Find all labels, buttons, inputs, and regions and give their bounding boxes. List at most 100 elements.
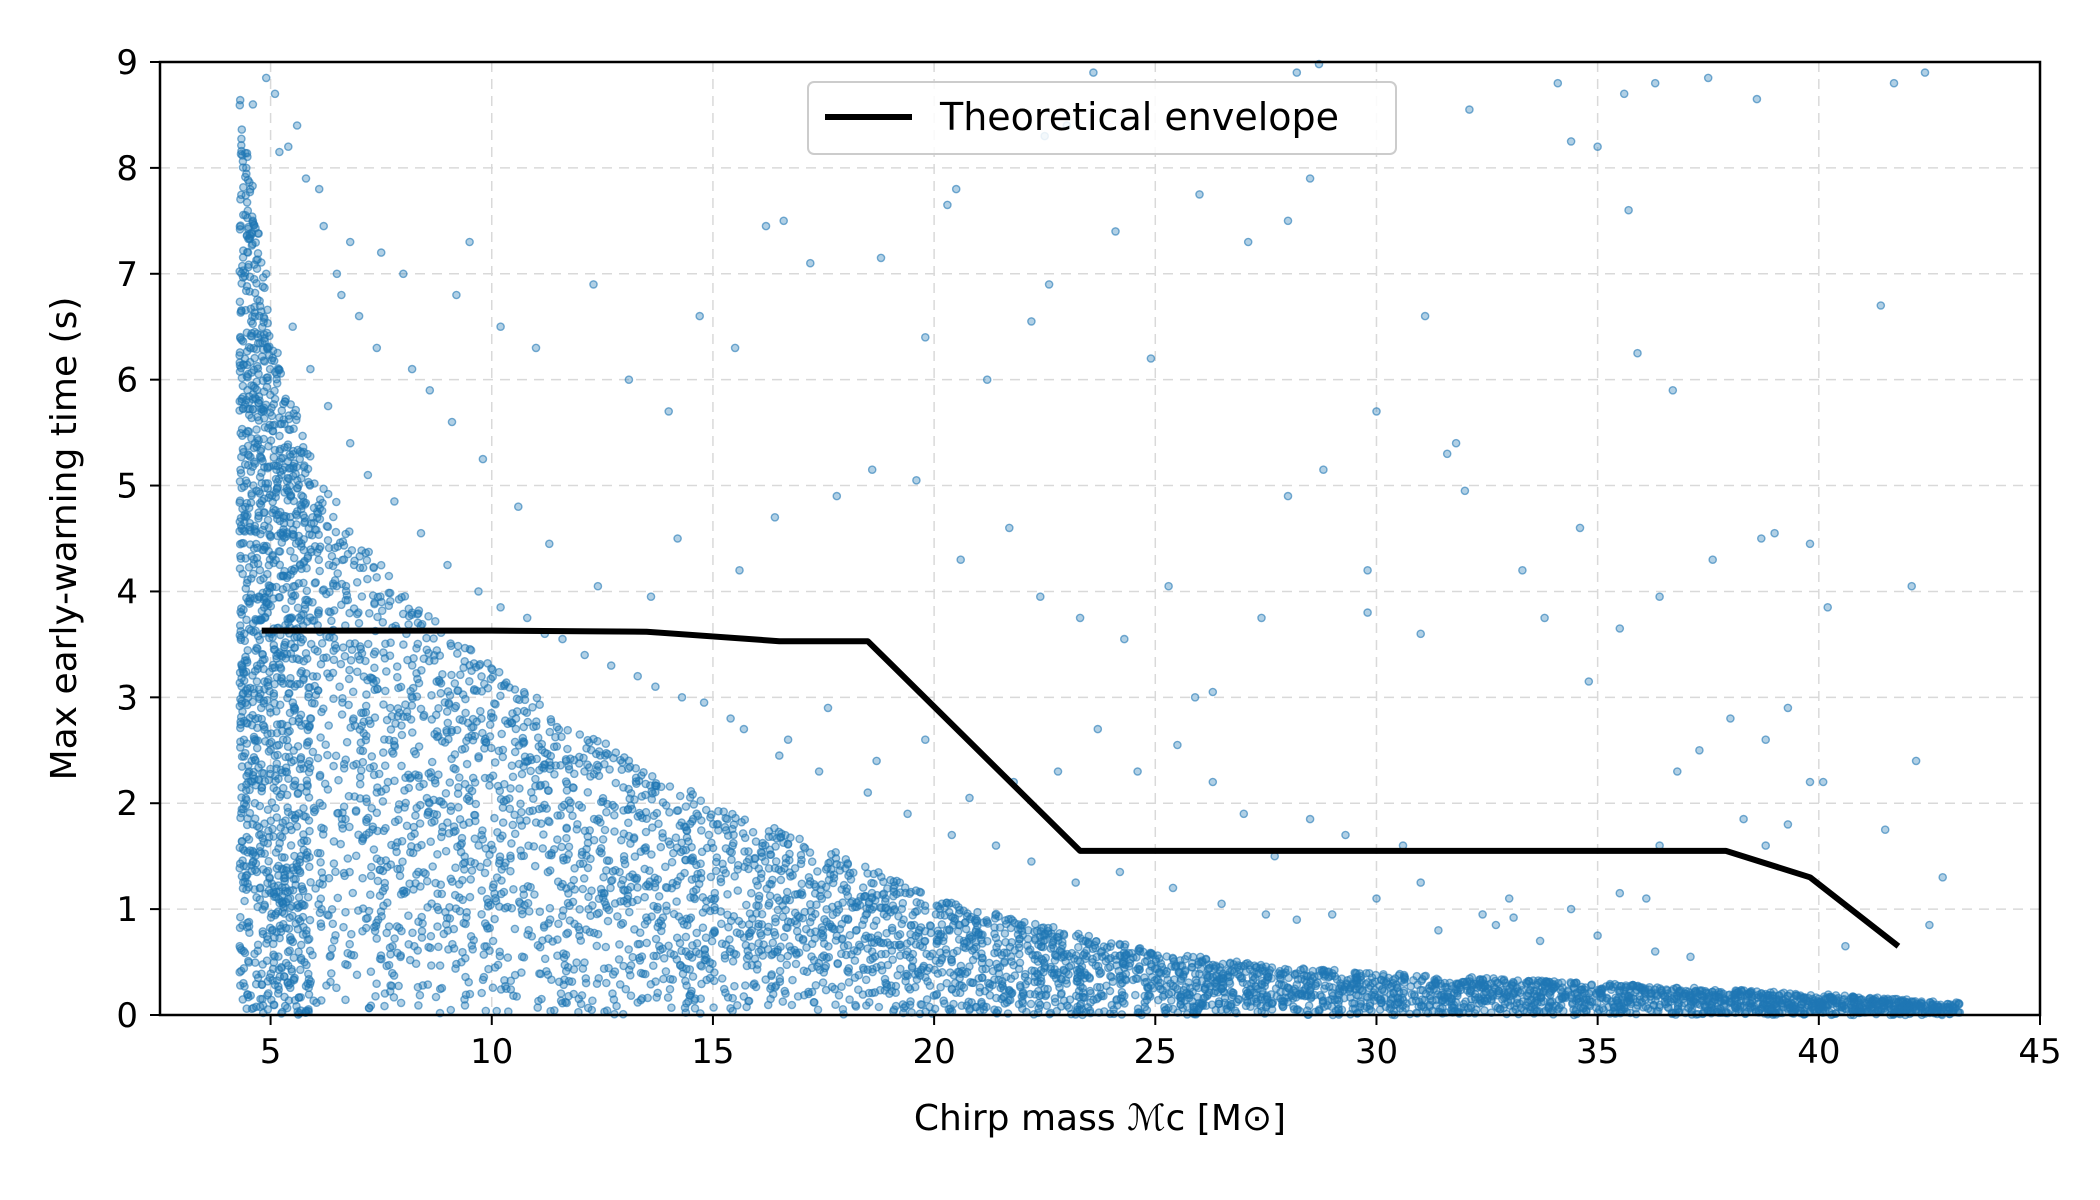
scatter-point — [897, 904, 907, 914]
scatter-point — [618, 875, 628, 885]
scatter-point — [689, 800, 699, 809]
scatter-point — [691, 874, 701, 883]
scatter-point — [793, 992, 803, 1001]
scatter-point — [472, 686, 482, 696]
scatter-point — [1105, 962, 1115, 972]
scatter-point — [412, 644, 421, 653]
scatter-point — [341, 959, 350, 969]
scatter-point — [730, 872, 740, 881]
scatter-point — [1251, 994, 1260, 1004]
scatter-point — [1030, 977, 1039, 987]
scatter-point — [1093, 982, 1102, 992]
scatter-point — [1005, 942, 1015, 952]
scatter-point — [641, 827, 651, 837]
scatter-point — [872, 935, 882, 945]
scatter-point — [422, 876, 432, 886]
scatter-point — [485, 732, 495, 741]
scatter-point — [659, 974, 668, 984]
scatter-point — [602, 807, 611, 817]
scatter-point — [1535, 988, 1544, 997]
scatter-point — [329, 837, 339, 846]
scatter-point — [750, 854, 760, 864]
scatter-point — [726, 1004, 735, 1013]
scatter-point — [461, 708, 470, 718]
scatter-point — [730, 981, 739, 991]
scatter-point — [553, 951, 562, 961]
scatter-point — [790, 890, 800, 899]
scatter-point — [545, 727, 555, 737]
scatter-point — [525, 907, 534, 916]
scatter-point — [901, 888, 910, 898]
scatter-point — [1191, 969, 1200, 979]
scatter-point — [954, 935, 964, 944]
scatter-point — [841, 864, 850, 873]
scatter-point — [407, 701, 417, 710]
scatter-point — [575, 905, 585, 914]
scatter-point — [356, 766, 366, 775]
scatter-point — [390, 934, 399, 943]
scatter-point — [1156, 959, 1166, 968]
scatter-point — [528, 703, 537, 712]
scatter-point — [1393, 1000, 1402, 1009]
scatter-point — [452, 725, 462, 735]
scatter-point — [408, 928, 417, 938]
scatter-point — [792, 927, 802, 936]
scatter-point — [721, 940, 731, 949]
scatter-point — [351, 851, 361, 861]
scatter-point — [443, 718, 453, 728]
scatter-point — [616, 920, 626, 929]
scatter-point — [689, 856, 698, 866]
scatter-series — [235, 59, 1965, 1020]
scatter-point — [657, 926, 666, 936]
scatter-point — [1049, 922, 1058, 932]
scatter-point — [414, 678, 424, 688]
scatter-point — [435, 984, 445, 994]
scatter-point — [475, 862, 485, 872]
scatter-point — [427, 691, 436, 700]
scatter-point — [764, 832, 774, 842]
scatter-point — [988, 966, 998, 976]
scatter-point — [611, 748, 621, 757]
scatter-point — [284, 752, 294, 762]
scatter-point — [345, 939, 355, 949]
scatter-point — [754, 894, 764, 904]
scatter-point — [376, 560, 386, 570]
scatter-point — [313, 608, 323, 617]
scatter-point — [979, 918, 988, 927]
scatter-point — [529, 722, 538, 732]
scatter-point — [412, 669, 421, 678]
scatter-point — [408, 848, 418, 858]
scatter-point — [821, 882, 831, 892]
scatter-point — [331, 751, 341, 761]
scatter-point — [419, 712, 428, 722]
scatter-point — [804, 873, 814, 882]
scatter-point — [1804, 997, 1814, 1006]
scatter-point — [437, 889, 447, 899]
scatter-point — [415, 819, 425, 828]
scatter-point — [530, 861, 540, 871]
scatter-point — [460, 744, 470, 753]
scatter-point — [818, 978, 828, 987]
scatter-point — [650, 882, 660, 892]
scatter-point — [951, 988, 961, 998]
scatter-point — [838, 898, 848, 907]
scatter-point — [1040, 984, 1049, 994]
scatter-point — [396, 952, 405, 962]
scatter-point — [1386, 995, 1396, 1004]
scatter-point — [529, 842, 539, 851]
scatter-point — [1131, 966, 1141, 975]
scatter-point — [375, 865, 385, 875]
scatter-point — [801, 924, 811, 934]
scatter-point — [445, 778, 455, 787]
scatter-point — [371, 992, 380, 1001]
scatter-point — [742, 954, 752, 963]
scatter-point — [588, 901, 597, 910]
scatter-point — [804, 989, 813, 999]
scatter-point — [610, 827, 619, 836]
scatter-point — [905, 985, 915, 994]
scatter-point — [446, 1005, 456, 1015]
grid — [160, 61, 2041, 1016]
scatter-point — [1605, 979, 1615, 989]
scatter-point — [1106, 971, 1115, 981]
scatter-point — [831, 1000, 840, 1010]
